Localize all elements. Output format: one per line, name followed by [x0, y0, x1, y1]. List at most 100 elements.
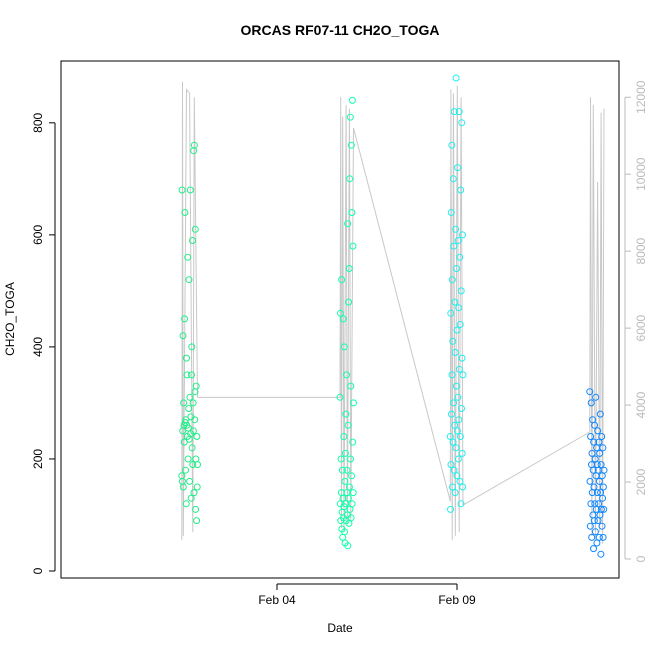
data-point [459, 231, 466, 239]
data-point [597, 461, 605, 469]
data-point [599, 444, 607, 452]
data-point [450, 399, 458, 407]
data-point [178, 186, 186, 194]
data-point [450, 466, 458, 474]
data-point [347, 382, 355, 390]
data-point [336, 393, 344, 401]
data-point [341, 477, 349, 485]
data-point [188, 343, 196, 351]
data-point [193, 433, 201, 440]
data-point [447, 309, 455, 317]
data-point [458, 449, 466, 457]
data-point [181, 209, 189, 216]
data-point [343, 371, 350, 379]
data-point [349, 242, 357, 250]
x-tick-label: Feb 09 [438, 593, 476, 607]
data-point [189, 399, 197, 407]
data-point [345, 298, 353, 306]
altitude-connector [462, 431, 591, 506]
data-point [592, 393, 600, 401]
data-point [183, 354, 190, 362]
data-point [451, 298, 459, 306]
data-point [452, 444, 460, 452]
data-point [337, 309, 344, 317]
data-point [455, 416, 463, 424]
y2-tick-label: 2000 [634, 468, 648, 495]
data-point [598, 522, 606, 530]
x-tick-label: Feb 04 [258, 593, 296, 607]
data-point [448, 371, 456, 379]
data-point [454, 237, 462, 244]
data-point [447, 209, 455, 216]
data-point [599, 494, 607, 502]
data-point [188, 371, 195, 379]
data-point [459, 483, 467, 491]
data-point [192, 455, 200, 463]
data-point [450, 242, 458, 250]
y2-tick-label: 12000 [634, 80, 648, 114]
data-point [193, 517, 201, 525]
altitude-connector [353, 127, 451, 502]
data-point [347, 141, 355, 149]
y2-tick-label: 10000 [634, 157, 648, 191]
data-point [345, 483, 353, 491]
data-point [450, 108, 458, 116]
data-point [457, 287, 465, 295]
data-point [178, 477, 186, 485]
data-point [458, 119, 466, 127]
data-point [347, 455, 354, 463]
plot-frame [60, 60, 620, 579]
data-point [346, 175, 354, 183]
data-point [458, 354, 466, 362]
y-tick-label: 0 [31, 567, 45, 574]
data-point [452, 74, 460, 82]
y-tick-label: 800 [31, 112, 45, 132]
data-point [591, 528, 599, 536]
data-point [347, 514, 355, 522]
data-point [449, 175, 457, 183]
data-point [596, 449, 604, 457]
data-point [595, 500, 603, 508]
data-point [459, 371, 467, 379]
data-point [591, 421, 599, 429]
y2-tick-label: 0 [634, 555, 648, 562]
data-point [453, 326, 461, 334]
data-point [600, 505, 608, 513]
data-point [345, 265, 353, 272]
altitude-layer [181, 81, 605, 544]
data-point [179, 483, 187, 491]
y-axis: 0 200 400 600 800 [31, 112, 56, 574]
data-point [188, 444, 196, 452]
data-point [595, 438, 603, 446]
data-point [341, 528, 349, 536]
data-point [457, 500, 465, 508]
data-point [184, 253, 192, 261]
data-point [186, 393, 194, 401]
data-point [594, 427, 602, 435]
data-point [451, 349, 459, 356]
data-point [456, 477, 464, 485]
y2-axis: 0 2000 4000 6000 8000 10000 12000 [624, 80, 648, 562]
data-point [182, 466, 189, 474]
y-axis-label: CH2O_TOGA [3, 282, 17, 356]
data-point [191, 416, 199, 424]
y-tick-label: 400 [31, 337, 45, 357]
data-point [448, 141, 456, 149]
data-point [449, 483, 456, 491]
data-point [340, 343, 348, 351]
data-point [587, 433, 595, 440]
data-point [586, 477, 594, 485]
data-point [189, 461, 197, 469]
altitude-trace [589, 97, 605, 544]
y-tick-label: 600 [31, 225, 45, 245]
data-point [452, 382, 460, 390]
data-point [339, 315, 347, 323]
data-point [446, 433, 454, 440]
altitude-trace [339, 97, 354, 533]
data-point [453, 427, 461, 435]
data-point [453, 472, 461, 480]
data-point [189, 237, 196, 244]
data-point [454, 455, 462, 463]
data-point [596, 410, 604, 418]
data-point [349, 438, 357, 446]
